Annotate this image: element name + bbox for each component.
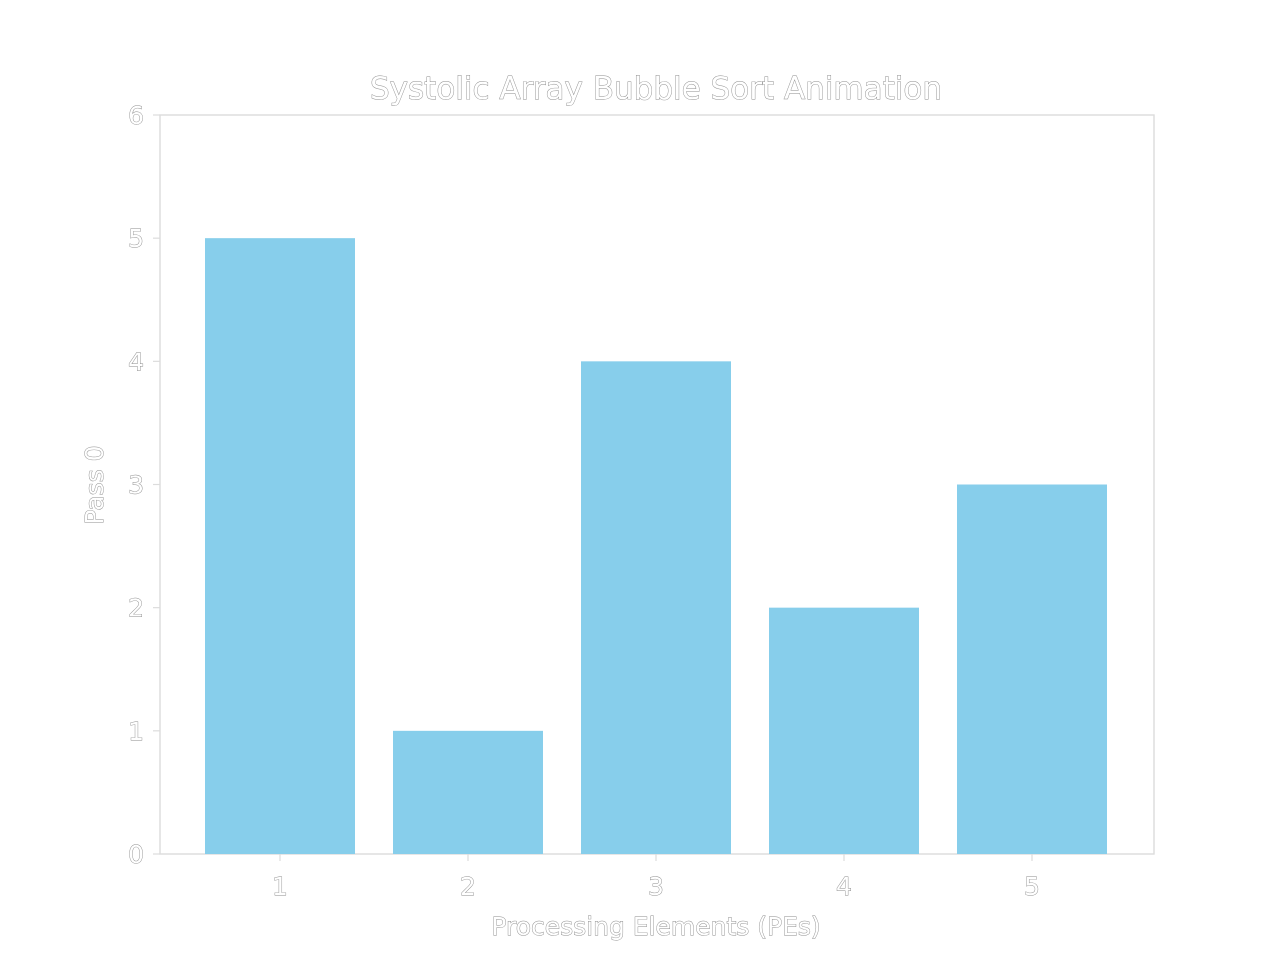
y-axis-label: Pass 0 bbox=[80, 445, 109, 524]
bars-group bbox=[205, 238, 1107, 854]
y-tick-label: 1 bbox=[128, 717, 144, 746]
x-axis-label: Processing Elements (PEs) bbox=[491, 912, 820, 941]
bar-pe-4 bbox=[769, 607, 919, 854]
bar-pe-2 bbox=[393, 730, 543, 854]
x-tick-label: 3 bbox=[648, 872, 664, 901]
x-tick-label: 5 bbox=[1024, 872, 1040, 901]
y-tick-label: 4 bbox=[128, 347, 144, 376]
bar-pe-1 bbox=[205, 238, 355, 854]
y-axis-ticks: 0 1 2 3 4 5 6 bbox=[128, 101, 160, 869]
plot-area: 1 2 3 4 5 0 1 2 3 4 5 6 bbox=[128, 101, 1155, 901]
x-tick-label: 2 bbox=[460, 872, 476, 901]
bar-pe-5 bbox=[957, 484, 1107, 854]
bar-pe-3 bbox=[581, 361, 731, 854]
y-tick-label: 3 bbox=[128, 471, 144, 500]
x-tick-label: 4 bbox=[836, 872, 852, 901]
y-tick-label: 6 bbox=[128, 101, 144, 130]
y-tick-label: 0 bbox=[128, 840, 144, 869]
x-tick-label: 1 bbox=[272, 872, 288, 901]
y-tick-label: 5 bbox=[128, 224, 144, 253]
chart-title: Systolic Array Bubble Sort Animation bbox=[370, 71, 942, 107]
x-axis-ticks: 1 2 3 4 5 bbox=[272, 854, 1040, 901]
y-tick-label: 2 bbox=[128, 594, 144, 623]
